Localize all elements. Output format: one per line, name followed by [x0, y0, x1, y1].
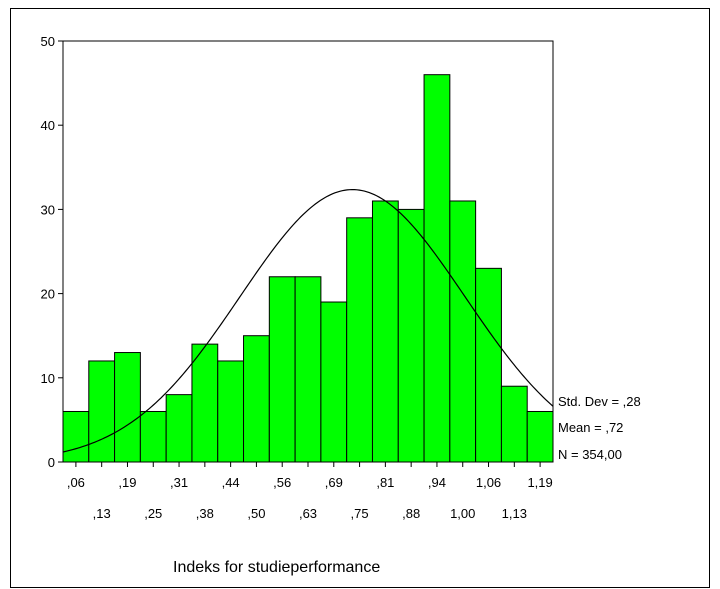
x-tick-label: ,94 — [428, 475, 446, 490]
histogram-bar — [371, 200, 399, 463]
x-tick-label: 1,13 — [502, 506, 527, 521]
histogram-bar — [217, 360, 245, 463]
histogram-bar — [243, 335, 270, 463]
x-tick-label: ,25 — [144, 506, 162, 521]
x-tick-label: ,38 — [196, 506, 214, 521]
x-tick-label: 1,06 — [476, 475, 501, 490]
mean-label: Mean = ,72 — [558, 420, 623, 435]
x-axis: ,06 ,13 ,19 ,25 ,31 ,38 ,44 ,50 ,56 ,63 ,69 ,75 ,81,… — [67, 462, 553, 521]
histogram-bar — [500, 385, 528, 463]
histogram-bar — [114, 352, 141, 463]
x-tick-label: 1,19 — [527, 475, 552, 490]
histogram-bar — [191, 343, 219, 463]
x-axis-label: Indeks for studieperformance — [173, 559, 380, 576]
x-tick-label: ,31 — [170, 475, 188, 490]
histogram-bar — [294, 276, 322, 463]
x-tick-label: ,88 — [402, 506, 420, 521]
histogram-bar — [268, 276, 296, 463]
std-dev-label: Std. Dev = ,28 — [558, 394, 641, 409]
x-tick-label: ,75 — [351, 506, 369, 521]
histogram-bar — [346, 217, 373, 463]
x-tick-label: ,63 — [299, 506, 317, 521]
x-tick-label: ,44 — [222, 475, 240, 490]
histogram-chart: 0 10 20 30 40 50 ,06 ,13 ,19 ,25 ,31 ,38 ,44 ,50 ,56,… — [41, 34, 641, 576]
x-tick-label: ,81 — [376, 475, 394, 490]
n-label: N = 354,00 — [558, 447, 622, 462]
histogram-bar — [88, 360, 116, 463]
x-tick-label: ,13 — [93, 506, 111, 521]
x-tick-label: 1,00 — [450, 506, 475, 521]
normal-curve — [62, 188, 554, 453]
y-tick-label: 20 — [41, 287, 55, 302]
histogram-bar — [62, 410, 90, 463]
chart-frame: 0 10 20 30 40 50 ,06 ,13 ,19 ,25 ,31 ,38 ,44 ,50 ,56,… — [10, 8, 710, 588]
x-tick-label: ,19 — [118, 475, 136, 490]
histogram-bar — [139, 410, 167, 463]
histogram-bar — [449, 200, 477, 463]
x-tick-label: ,06 — [67, 475, 85, 490]
bars-layer — [62, 74, 554, 463]
y-axis: 0 10 20 30 40 50 — [41, 34, 63, 470]
x-tick-label: ,50 — [247, 506, 265, 521]
y-tick-label: 50 — [41, 34, 55, 49]
y-tick-label: 10 — [41, 371, 55, 386]
histogram-bar — [526, 410, 554, 463]
histogram-bar — [320, 301, 348, 463]
y-tick-label: 0 — [48, 455, 55, 470]
histogram-bar — [397, 208, 425, 463]
histogram-bar — [475, 267, 502, 463]
x-tick-label: ,69 — [325, 475, 343, 490]
histogram-bar — [165, 394, 193, 463]
y-tick-label: 30 — [41, 202, 55, 217]
y-tick-label: 40 — [41, 118, 55, 133]
x-tick-label: ,56 — [273, 475, 291, 490]
